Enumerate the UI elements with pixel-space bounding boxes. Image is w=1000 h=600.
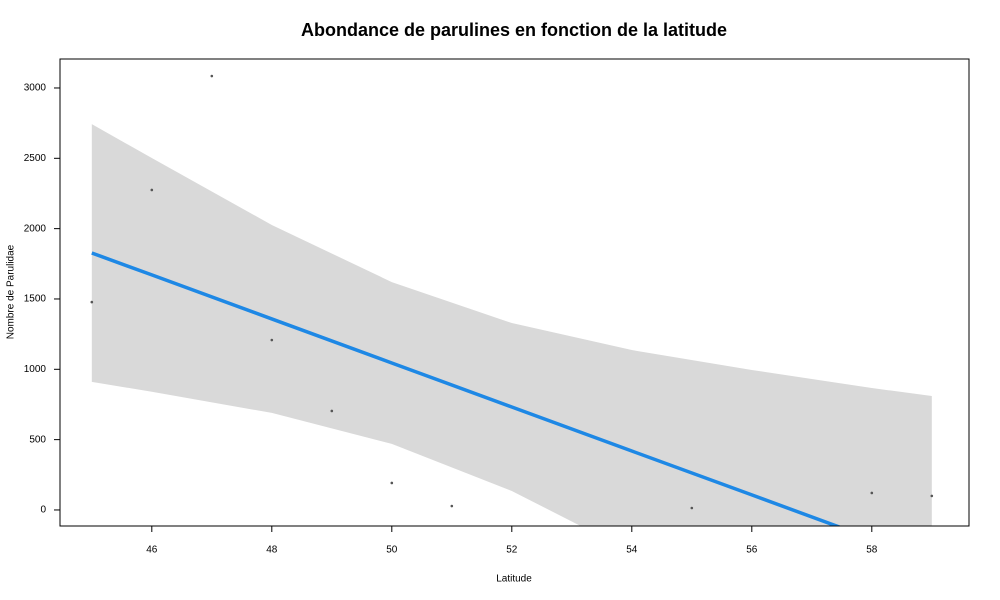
y-tick-label: 1000 xyxy=(24,364,47,375)
x-tick-label: 52 xyxy=(506,545,518,556)
data-point xyxy=(390,481,394,485)
x-tick-label: 50 xyxy=(386,545,398,556)
x-axis-label: Latitude xyxy=(496,574,532,585)
fit-line xyxy=(91,251,842,526)
x-tick-label: 58 xyxy=(866,545,878,556)
x-tick-label: 48 xyxy=(266,545,278,556)
data-point xyxy=(450,504,454,508)
y-tick-label: 0 xyxy=(40,505,46,516)
data-point xyxy=(870,491,874,495)
data-point xyxy=(210,74,214,78)
y-tick-label: 3000 xyxy=(24,83,47,94)
y-tick-label: 2000 xyxy=(24,223,47,234)
x-tick-label: 46 xyxy=(146,545,158,556)
y-tick-label: 2500 xyxy=(24,153,47,164)
chart-title: Abondance de parulines en fonction de la… xyxy=(301,20,727,40)
y-tick-label: 1500 xyxy=(24,294,47,305)
y-tick-label: 500 xyxy=(29,434,46,445)
data-point xyxy=(270,338,274,342)
data-point xyxy=(690,506,694,510)
data-point xyxy=(330,409,334,413)
plot-area xyxy=(90,74,934,526)
data-point xyxy=(150,188,154,192)
y-axis-label: Nombre de Parulidae xyxy=(6,244,17,339)
x-tick-label: 54 xyxy=(626,545,638,556)
data-point xyxy=(90,300,94,304)
data-point xyxy=(930,494,934,498)
plot-frame xyxy=(59,58,970,527)
x-tick-label: 56 xyxy=(746,545,758,556)
confidence-band xyxy=(91,124,932,526)
